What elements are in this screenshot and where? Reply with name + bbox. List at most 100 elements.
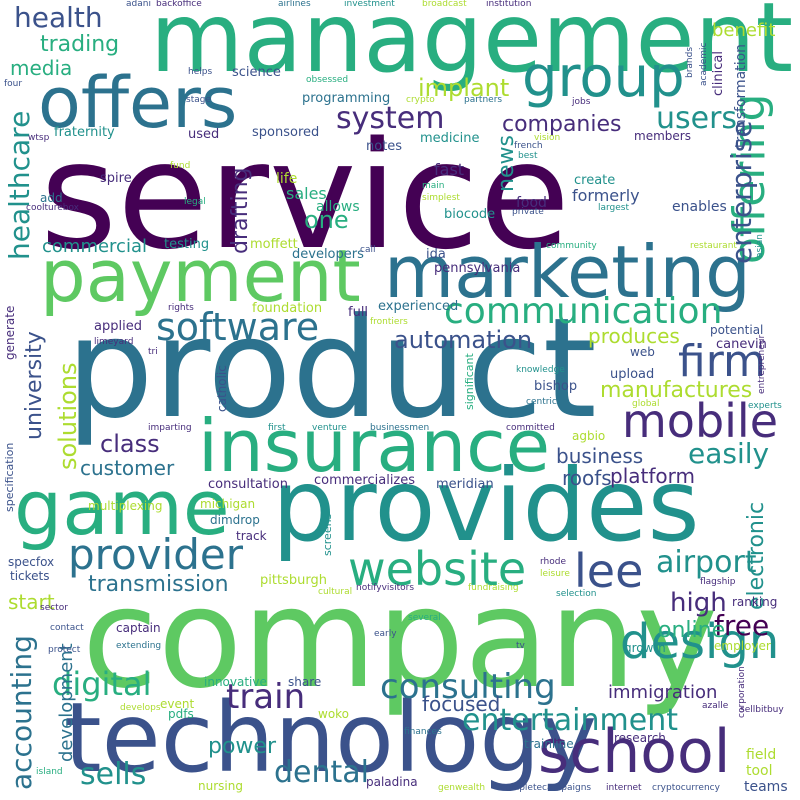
word-helps: helps	[188, 67, 213, 77]
word-backoffice: backoffice	[156, 0, 202, 9]
word-cryptocurrency: cryptocurrency	[652, 783, 720, 793]
word-dimdrop: dimdrop	[210, 513, 260, 527]
word-website: website	[348, 542, 527, 596]
word-notifyvisitors: notifyvisitors	[356, 583, 415, 593]
word-canevin: canevin	[716, 337, 767, 352]
word-airport: airport	[656, 545, 757, 580]
word-michigan: michigan	[200, 497, 256, 511]
word-business: business	[556, 444, 644, 468]
word-research: research	[614, 731, 666, 745]
word-system: system	[336, 101, 445, 136]
word-members: members	[634, 129, 691, 143]
word-academic: academic	[699, 42, 709, 86]
word-add: add	[40, 191, 63, 205]
word-sector: sector	[40, 603, 68, 613]
word-users: users	[656, 101, 738, 136]
word-wtsp: wtsp	[28, 133, 50, 143]
word-experts: experts	[748, 401, 782, 411]
word-provider: provider	[68, 530, 243, 579]
word-partners: partners	[464, 95, 503, 105]
word-consulting: consulting	[380, 667, 556, 707]
word-businessmen: businessmen	[370, 423, 430, 433]
word-notes: notes	[366, 139, 403, 154]
word-communication: communication	[444, 291, 723, 332]
word-electronic: electronic	[744, 501, 769, 610]
word-pdfs: pdfs	[168, 707, 194, 721]
word-completecampaigns: completecampaigns	[500, 783, 592, 793]
word-companies: companies	[502, 112, 622, 137]
word-trainline: trainline	[524, 737, 574, 751]
word-global: global	[632, 399, 660, 409]
word-used: used	[188, 127, 220, 142]
word-best: best	[518, 151, 538, 161]
word-technology: technology	[64, 682, 598, 794]
word-digital: digital	[52, 665, 152, 703]
word-sellbitbuy: sellbitbuy	[740, 705, 784, 715]
word-ranking: ranking	[732, 595, 778, 609]
word-payment: payment	[40, 234, 361, 318]
word-applied: applied	[94, 319, 142, 334]
word-rights: rights	[168, 303, 194, 313]
word-benefit: benefit	[712, 20, 776, 41]
word-multiplexing: multiplexing	[88, 499, 163, 513]
word-management: management	[150, 0, 794, 94]
word-roofs: roofs	[562, 466, 612, 490]
word-game: game	[14, 463, 230, 552]
word-event: event	[160, 697, 195, 711]
word-product: product	[66, 288, 597, 449]
word-entertainment: entertainment	[462, 703, 678, 738]
word-specfox: specfox	[8, 555, 55, 569]
word-upload: upload	[610, 367, 655, 382]
word-first: first	[268, 423, 286, 433]
word-dental: dental	[274, 755, 369, 790]
word-school: school	[538, 717, 731, 787]
word-lee: lee	[574, 544, 644, 598]
word-crypto: crypto	[406, 95, 435, 105]
word-employer: employer	[714, 639, 771, 653]
word-entrepreneur: entrepreneur	[757, 334, 767, 394]
word-sells: sells	[80, 757, 147, 792]
word-transmission: transmission	[88, 572, 229, 597]
word-coolturebox: coolturebox	[26, 203, 80, 213]
word-specification: specification	[3, 442, 16, 512]
word-potential: potential	[710, 323, 764, 337]
word-company: company	[82, 558, 719, 719]
word-largest: largest	[598, 203, 630, 213]
word-media: media	[10, 56, 73, 80]
word-insurance: insurance	[198, 404, 551, 488]
word-limeyard: limeyard	[94, 337, 134, 347]
word-imparting: imparting	[148, 423, 192, 433]
word-flagship: flagship	[700, 577, 736, 587]
word-knowledge: knowledge	[516, 365, 565, 375]
word-experienced: experienced	[378, 299, 459, 314]
word-full: full	[348, 305, 369, 320]
word-clinical: clinical	[711, 51, 726, 96]
word-service: service	[40, 110, 571, 282]
word-teams: teams	[744, 779, 788, 795]
word-woko: woko	[318, 707, 350, 721]
word-share: share	[288, 675, 322, 689]
word-airlines: airlines	[278, 0, 311, 9]
word-innovative: innovative	[204, 675, 267, 689]
word-design: design	[620, 614, 780, 670]
word-university: university	[22, 331, 47, 440]
word-one: one	[304, 206, 349, 234]
word-sales: sales	[286, 184, 327, 203]
word-main: main	[422, 181, 445, 191]
word-focused: focused	[422, 692, 501, 716]
word-web: web	[630, 345, 655, 359]
word-paladina: paladina	[366, 775, 418, 789]
word-foundation: foundation	[252, 301, 323, 316]
word-venture: venture	[312, 423, 347, 433]
word-meridian: meridian	[436, 477, 494, 492]
word-provides: provides	[272, 447, 700, 564]
word-internet: internet	[606, 783, 642, 793]
word-cultural: cultural	[318, 587, 353, 597]
word-easily: easily	[688, 437, 770, 470]
word-growth: growth	[624, 641, 666, 655]
word-institution: institution	[486, 0, 532, 9]
word-produces: produces	[588, 324, 680, 348]
word-island: island	[36, 767, 63, 777]
word-accounting: accounting	[5, 635, 38, 790]
word-spire: spire	[100, 171, 132, 186]
